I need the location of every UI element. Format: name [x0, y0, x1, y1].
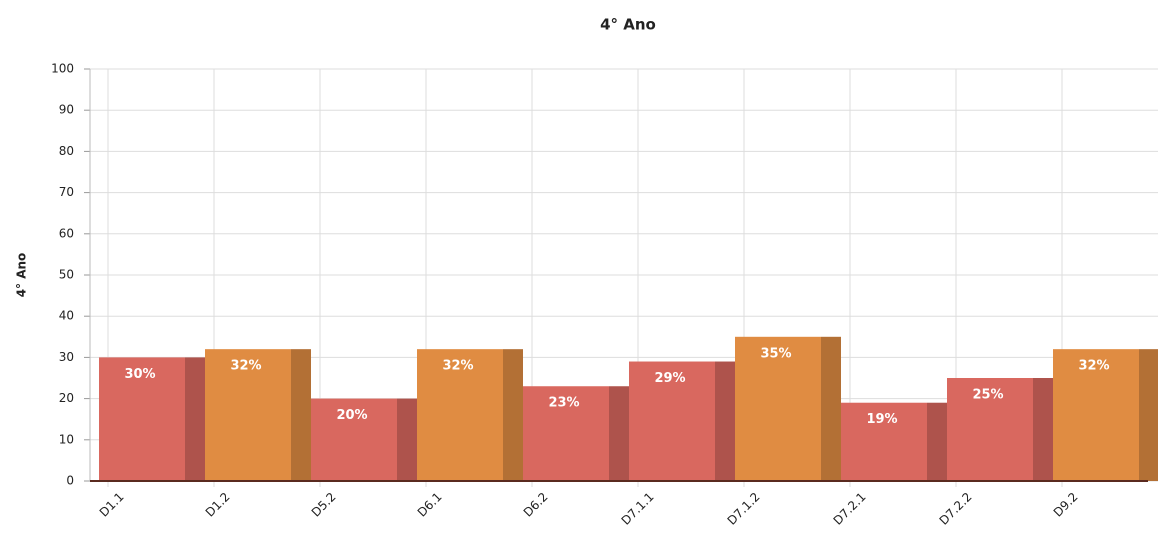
data-label: 35% — [760, 346, 791, 361]
data-label: 32% — [442, 359, 473, 374]
y-tick-label: 10 — [59, 432, 74, 446]
data-label: 25% — [972, 388, 1003, 403]
bar — [735, 336, 821, 481]
data-label: 30% — [124, 367, 155, 382]
bar — [523, 386, 609, 481]
bar — [841, 402, 927, 481]
y-axis-label: 4° Ano — [15, 253, 29, 298]
data-label: 20% — [336, 408, 367, 423]
data-label: 32% — [230, 359, 261, 374]
bar — [205, 349, 291, 481]
bar-side — [1139, 349, 1158, 481]
bar — [629, 361, 715, 481]
x-tick-label: D6.2 — [521, 490, 551, 520]
y-tick-label: 60 — [59, 226, 74, 240]
y-tick-label: 20 — [59, 391, 74, 405]
data-label: 32% — [1078, 359, 1109, 374]
data-label: 23% — [548, 396, 579, 411]
bar-side — [609, 386, 629, 481]
bar — [99, 357, 185, 481]
bar-side — [397, 398, 417, 481]
bar-side — [715, 361, 735, 481]
bar — [417, 349, 503, 481]
bar — [1053, 349, 1139, 481]
x-tick-label: D9.2 — [1051, 490, 1081, 520]
bar-side — [927, 402, 947, 481]
y-tick-label: 100 — [51, 62, 74, 76]
bar-side — [1033, 378, 1053, 481]
x-tick-label: D1.1 — [97, 490, 127, 520]
x-tick-label: D7.2.1 — [831, 490, 869, 528]
x-tick-label: D7.2.2 — [937, 490, 975, 528]
y-tick-label: 50 — [59, 268, 74, 282]
bar — [947, 378, 1033, 481]
x-tick-label: D6.1 — [415, 490, 445, 520]
x-tick-label: D7.1.2 — [725, 490, 763, 528]
data-label: 29% — [654, 371, 685, 386]
y-tick-label: 70 — [59, 185, 74, 199]
y-tick-label: 40 — [59, 309, 74, 323]
y-tick-label: 0 — [66, 474, 74, 488]
y-tick-label: 90 — [59, 103, 74, 117]
bar-side — [291, 349, 311, 481]
x-tick-label: D1.2 — [203, 490, 233, 520]
x-tick-label: D7.1.1 — [619, 490, 657, 528]
bar — [311, 398, 397, 481]
bar-side — [503, 349, 523, 481]
bar-side — [185, 357, 205, 481]
bar-side — [821, 336, 841, 481]
y-tick-label: 30 — [59, 350, 74, 364]
chart-title: 4° Ano — [600, 16, 656, 34]
x-tick-label: D5.2 — [309, 490, 339, 520]
data-label: 19% — [866, 412, 897, 427]
y-tick-label: 80 — [59, 144, 74, 158]
